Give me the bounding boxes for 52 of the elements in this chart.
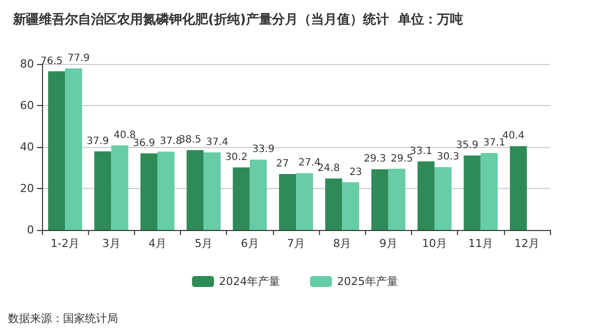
data-label: 29.3 — [364, 154, 386, 165]
legend-label: 2025年产量 — [337, 275, 398, 288]
bar — [157, 152, 174, 230]
data-label: 35.9 — [456, 140, 478, 152]
data-label: 37.9 — [86, 136, 109, 147]
bar — [140, 153, 158, 230]
bar — [232, 167, 250, 230]
x-tick-label: 10月 — [422, 237, 448, 250]
y-tick-label: 20 — [20, 182, 34, 195]
y-tick-label: 80 — [20, 58, 34, 70]
bar — [204, 152, 221, 230]
data-label: 30.3 — [436, 152, 460, 163]
bar — [480, 153, 498, 230]
x-tick-label: 4月 — [148, 237, 166, 250]
bar — [510, 146, 527, 230]
bar — [48, 71, 66, 230]
y-tick-label: 60 — [20, 99, 34, 112]
y-tick-label: 40 — [20, 140, 34, 154]
legend-label: 2024年产量 — [219, 275, 280, 288]
x-tick-label: 12月 — [514, 237, 540, 250]
bar — [94, 151, 112, 230]
bar — [279, 174, 296, 230]
bar — [342, 182, 360, 230]
bar — [65, 68, 82, 230]
source-note: 数据来源：国家统计局 — [8, 312, 118, 325]
x-tick-label: 9月 — [379, 237, 398, 250]
x-tick-label: 11月 — [468, 237, 494, 250]
bar — [388, 168, 406, 230]
x-tick-label: 6月 — [240, 237, 259, 250]
bar — [325, 178, 342, 230]
data-label: 23 — [349, 166, 362, 178]
bar — [296, 173, 313, 230]
bar — [371, 169, 388, 230]
bar — [434, 167, 452, 230]
data-label: 33.9 — [252, 144, 274, 156]
data-label: 27 — [276, 158, 289, 170]
x-tick-label: 1-2月 — [50, 237, 80, 250]
bar — [464, 156, 481, 230]
bar — [186, 150, 204, 230]
data-label: 37.4 — [206, 136, 228, 148]
data-label: 76.5 — [40, 56, 63, 67]
bar — [418, 161, 435, 230]
x-tick-label: 5月 — [194, 237, 213, 250]
data-label: 30.2 — [225, 152, 248, 163]
x-tick-label: 8月 — [333, 237, 352, 250]
bar — [250, 160, 267, 230]
x-tick-label: 7月 — [287, 237, 305, 250]
data-label: 77.9 — [67, 52, 90, 64]
x-tick-label: 3月 — [102, 237, 120, 250]
y-tick-label: 0 — [27, 224, 34, 236]
chart-title: 新疆维吾尔自治区农用氮磷钾化肥(折纯)产量分月（当月值）统计 单位：万吨 — [12, 12, 463, 28]
bar — [111, 145, 128, 230]
